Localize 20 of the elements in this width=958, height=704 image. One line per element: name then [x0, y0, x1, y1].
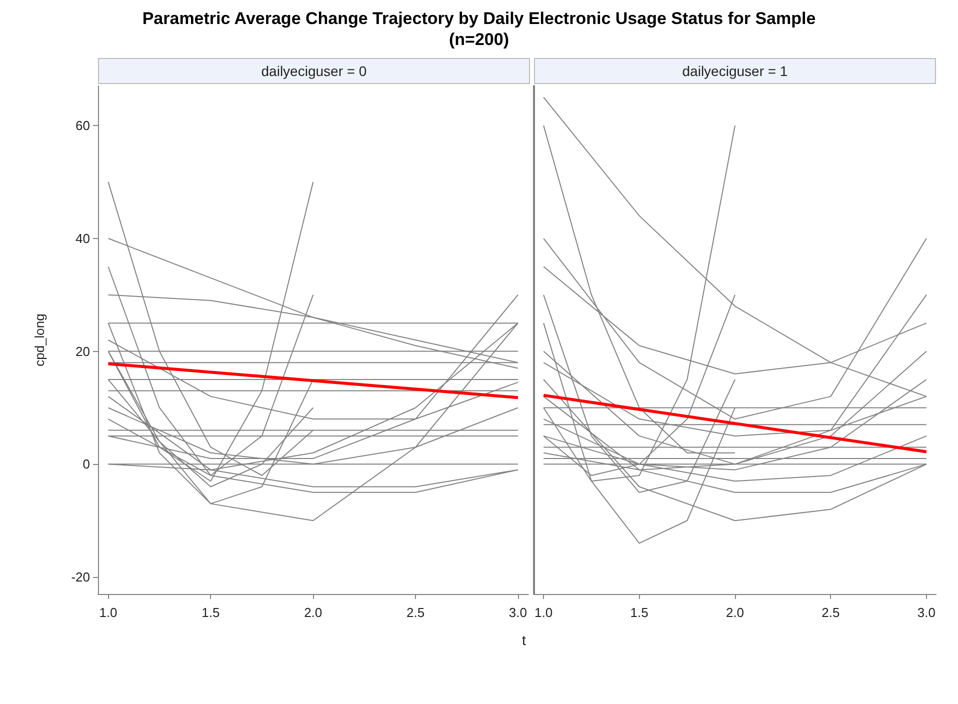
x-tick-label: 2.5: [406, 605, 425, 620]
chart-subtitle: dailyeciguser = 1: [534, 58, 936, 84]
x-tick-label: 2.0: [304, 605, 322, 620]
x-tick-label: 2.0: [726, 605, 744, 620]
y-tick-label: 40: [76, 230, 90, 246]
y-tick-label: -20: [71, 570, 90, 585]
x-tick-label: 1.0: [99, 605, 118, 620]
x-tick-label: 2.5: [822, 605, 840, 620]
x-tick-label: 1.5: [202, 605, 220, 620]
x-tick-label: 3.0: [508, 605, 528, 620]
y-axis-title: cpd_long: [32, 314, 47, 366]
x-tick-label: 1.5: [630, 605, 648, 620]
x-tick-label: 1.0: [534, 605, 553, 620]
y-tick-label: 60: [76, 118, 90, 134]
x-tick-label: 3.0: [917, 605, 936, 620]
y-tick-label: 0: [82, 456, 90, 472]
x-axis-title: t: [521, 632, 527, 648]
chart-title: Parametric Average Change Trajectory by Daily Electronic Usage Status for Sample (n=200): [141, 8, 817, 51]
y-tick-label: 20: [76, 344, 90, 359]
chart-subtitle: dailyeciguser = 0: [98, 58, 530, 84]
